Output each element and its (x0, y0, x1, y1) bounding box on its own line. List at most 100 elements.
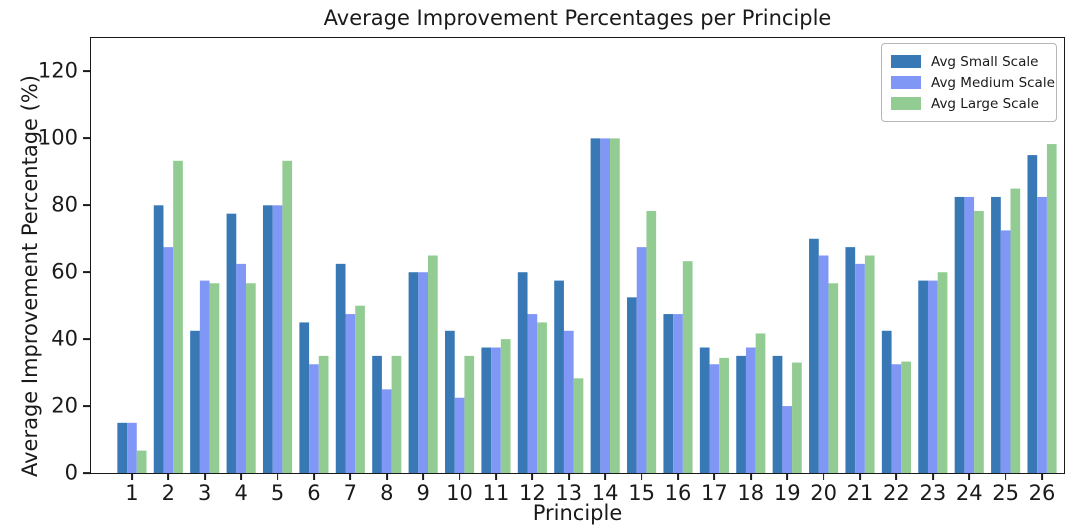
bar-principle-1-series-3 (136, 450, 147, 473)
bar-principle-3-series-1 (190, 330, 200, 473)
x-tick-mark (677, 473, 679, 480)
y-tick-mark (83, 472, 91, 474)
x-tick-mark (968, 473, 971, 480)
bar-principle-26-series-2 (1037, 196, 1047, 473)
x-tick-label: 5 (270, 481, 285, 505)
x-tick-label: 22 (883, 481, 910, 505)
legend: Avg Small Scale Avg Medium Scale Avg Lar… (881, 43, 1057, 122)
bar-principle-17-series-1 (699, 347, 710, 473)
bar-principle-2-series-1 (153, 205, 164, 473)
x-tick-mark (458, 473, 461, 480)
bar-principle-14-series-1 (590, 138, 601, 473)
x-tick-label: 20 (810, 481, 837, 505)
x-tick-label: 11 (482, 481, 510, 505)
bar-principle-18-series-3 (755, 333, 766, 473)
bar-principle-10-series-3 (464, 355, 475, 473)
x-tick-label: 3 (198, 481, 212, 505)
bar-principle-8-series-1 (372, 355, 382, 473)
y-tick-label: 40 (51, 326, 78, 351)
x-tick-label: 9 (416, 481, 430, 505)
x-tick-mark (1004, 473, 1007, 480)
y-tick-mark (83, 405, 91, 407)
bar-principle-21-series-1 (845, 247, 856, 473)
x-tick-mark (531, 473, 534, 480)
bar-principle-12-series-2 (527, 314, 538, 473)
bar-principle-23-series-1 (918, 280, 928, 473)
plot-area: Avg Small Scale Avg Medium Scale Avg Lar… (38, 37, 1065, 505)
legend-swatch-small (891, 55, 921, 68)
bar-principle-24-series-1 (954, 196, 965, 473)
bar-principle-25-series-2 (1000, 230, 1011, 473)
bar-principle-14-series-2 (600, 138, 611, 473)
bar-principle-1-series-2 (127, 422, 137, 473)
bar-principle-26-series-3 (1046, 144, 1057, 473)
bar-principle-2-series-3 (173, 160, 183, 473)
y-axis-label: Average Improvement Percentage (%) (18, 75, 42, 478)
x-tick-label: 19 (773, 481, 801, 505)
x-tick-label: 16 (664, 481, 692, 505)
x-tick-label: 4 (234, 481, 248, 505)
x-tick-label: 7 (343, 481, 358, 505)
x-tick-mark (822, 473, 825, 480)
bar-principle-14-series-3 (610, 138, 620, 473)
legend-label-medium: Avg Medium Scale (931, 74, 1055, 91)
x-tick-label: 14 (591, 481, 619, 505)
x-tick-mark (713, 473, 716, 480)
bar-principle-19-series-3 (792, 362, 802, 473)
x-tick-mark (859, 473, 861, 480)
bar-principle-24-series-3 (974, 210, 984, 473)
bar-principle-2-series-2 (163, 247, 174, 473)
bar-principle-17-series-2 (709, 364, 720, 473)
bar-principle-23-series-3 (937, 272, 948, 473)
bar-principle-11-series-1 (481, 347, 492, 473)
x-tick-mark (749, 473, 752, 480)
x-tick-mark (276, 473, 279, 480)
bar-principle-19-series-1 (772, 355, 783, 473)
bar-principle-22-series-3 (901, 361, 911, 473)
x-tick-label: 1 (125, 481, 139, 505)
bar-principle-16-series-3 (682, 261, 693, 473)
bar-principle-5-series-1 (262, 205, 273, 473)
x-tick-label: 21 (846, 481, 874, 505)
x-tick-label: 10 (446, 481, 473, 505)
bar-principle-22-series-2 (891, 364, 902, 473)
x-tick-mark (422, 473, 425, 480)
bar-principle-15-series-2 (636, 247, 647, 473)
bar-principle-12-series-1 (517, 272, 528, 473)
bar-principle-20-series-1 (809, 238, 819, 473)
bar-principle-6-series-2 (309, 364, 319, 473)
legend-item-medium-scale: Avg Medium Scale (891, 72, 1055, 93)
x-tick-mark (1041, 473, 1043, 480)
x-tick-mark (604, 473, 607, 480)
x-tick-label: 6 (307, 481, 321, 505)
bar-principle-3-series-2 (199, 280, 210, 473)
y-tick-label: 20 (51, 393, 78, 418)
x-tick-mark (640, 473, 643, 480)
bar-principle-26-series-1 (1027, 155, 1038, 473)
bar-principle-13-series-2 (563, 330, 574, 473)
y-tick-label: 100 (37, 125, 78, 150)
x-tick-mark (385, 473, 388, 480)
legend-item-small-scale: Avg Small Scale (891, 51, 1047, 72)
x-tick-label: 18 (737, 481, 765, 505)
x-tick-mark (167, 473, 170, 480)
bar-principle-5-series-2 (272, 205, 283, 473)
bar-principle-6-series-1 (299, 322, 310, 473)
bar-principle-10-series-1 (445, 330, 455, 473)
x-tick-mark (349, 473, 352, 480)
x-tick-mark (203, 473, 206, 480)
bar-principle-25-series-1 (991, 196, 1001, 473)
bar-principle-4-series-3 (245, 283, 256, 473)
x-tick-mark (495, 473, 497, 480)
x-tick-label: 13 (555, 481, 583, 505)
y-tick-mark (83, 204, 91, 207)
y-tick-mark (83, 137, 91, 140)
legend-swatch-medium (891, 76, 921, 89)
bar-principle-7-series-2 (345, 314, 356, 473)
bar-principle-4-series-2 (236, 263, 246, 473)
bar-principle-20-series-2 (818, 255, 829, 473)
bar-principle-8-series-2 (381, 389, 392, 473)
x-tick-label: 23 (919, 481, 947, 505)
bar-principle-7-series-1 (335, 263, 346, 473)
bar-principle-21-series-2 (855, 263, 865, 473)
